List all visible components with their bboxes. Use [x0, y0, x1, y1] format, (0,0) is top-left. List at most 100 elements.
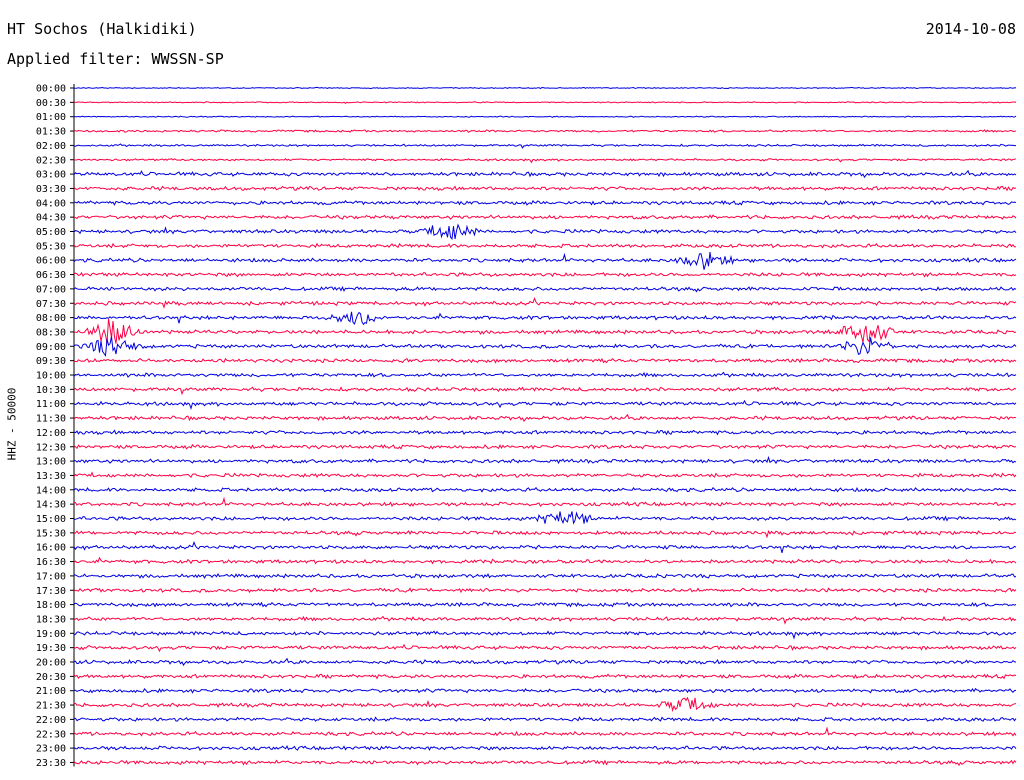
row-tick-label: 01:00 — [36, 112, 66, 123]
trace-row — [73, 541, 1017, 554]
trace-row — [73, 726, 1017, 737]
trace-row — [73, 471, 1017, 478]
trace-row — [73, 185, 1017, 192]
trace-row — [73, 643, 1017, 653]
trace-row — [74, 687, 1017, 694]
row-tick-label: 14:30 — [36, 500, 66, 511]
trace-row — [73, 573, 1017, 579]
trace-row — [73, 311, 1017, 326]
row-tick-label: 13:30 — [36, 471, 66, 482]
row-tick-label: 09:30 — [36, 356, 66, 367]
row-tick-label: 07:30 — [36, 299, 66, 310]
row-tick-label: 08:30 — [36, 327, 66, 338]
station-title: HT Sochos (Halkidiki) — [7, 20, 197, 38]
trace-row — [73, 455, 1017, 465]
row-tick-label: 15:30 — [36, 528, 66, 539]
trace-row — [73, 319, 1017, 344]
row-tick-label: 10:30 — [36, 385, 66, 396]
row-tick-label: 08:00 — [36, 313, 66, 324]
row-tick-label: 15:00 — [36, 514, 66, 525]
row-tick-label: 02:00 — [36, 141, 66, 152]
trace-row — [73, 696, 1017, 713]
row-tick-label: 22:30 — [36, 729, 66, 740]
trace-row — [73, 443, 1017, 450]
row-tick-label: 11:30 — [36, 414, 66, 425]
row-tick-label: 12:00 — [36, 428, 66, 439]
trace-row — [73, 252, 1017, 270]
row-tick-label: 03:30 — [36, 184, 66, 195]
trace-row — [73, 511, 1017, 525]
trace-row — [73, 630, 1017, 640]
trace-row — [73, 297, 1017, 309]
row-tick-label: 22:00 — [36, 715, 66, 726]
trace-row — [73, 129, 1017, 133]
row-tick-label: 23:00 — [36, 744, 66, 755]
row-tick-label: 06:30 — [36, 270, 66, 281]
trace-row — [73, 143, 1016, 149]
trace-row — [73, 336, 1017, 357]
row-tick-label: 00:00 — [36, 84, 66, 95]
trace-row — [73, 271, 1017, 278]
filter-label: Applied filter: WWSSN-SP — [7, 50, 224, 68]
trace-row — [73, 399, 1017, 411]
trace-row — [73, 529, 1017, 539]
row-tick-label: 14:00 — [36, 485, 66, 496]
trace-row — [73, 759, 1017, 767]
row-tick-label: 11:00 — [36, 399, 66, 410]
trace-row — [73, 169, 1017, 179]
trace-row — [73, 223, 1017, 240]
trace-row — [73, 157, 1017, 164]
trace-row — [73, 486, 1017, 493]
row-tick-label: 18:30 — [36, 614, 66, 625]
row-tick-label: 13:00 — [36, 457, 66, 468]
trace-row — [73, 429, 1017, 436]
row-tick-label: 17:30 — [36, 586, 66, 597]
trace-row — [73, 657, 1017, 667]
row-tick-label: 21:30 — [36, 701, 66, 712]
trace-row — [73, 673, 1017, 680]
row-tick-label: 00:30 — [36, 98, 66, 109]
row-tick-label: 20:30 — [36, 672, 66, 683]
row-tick-label: 10:00 — [36, 371, 66, 382]
row-tick-label: 19:00 — [36, 629, 66, 640]
trace-row — [73, 716, 1017, 722]
row-tick-label: 05:30 — [36, 241, 66, 252]
trace-row — [73, 200, 1017, 206]
trace-row — [73, 371, 1017, 378]
row-tick-label: 12:30 — [36, 442, 66, 453]
row-tick-label: 16:00 — [36, 543, 66, 554]
row-tick-label: 20:00 — [36, 658, 66, 669]
trace-row — [73, 386, 1017, 396]
row-tick-label: 04:30 — [36, 213, 66, 224]
row-tick-label: 05:00 — [36, 227, 66, 238]
trace-row — [73, 285, 1017, 293]
row-tick-label: 09:00 — [36, 342, 66, 353]
row-tick-label: 03:00 — [36, 170, 66, 181]
row-tick-label: 18:00 — [36, 600, 66, 611]
trace-row — [73, 413, 1017, 423]
trace-row — [73, 115, 1017, 118]
trace-row — [73, 86, 1017, 90]
row-tick-label: 02:30 — [36, 155, 66, 166]
row-tick-label: 19:30 — [36, 643, 66, 654]
trace-row — [73, 101, 1017, 105]
row-tick-label: 17:00 — [36, 571, 66, 582]
trace-row — [73, 587, 1017, 594]
row-tick-label: 07:00 — [36, 284, 66, 295]
trace-row — [73, 357, 1017, 364]
trace-row — [73, 214, 1017, 221]
date-label: 2014-10-08 — [925, 20, 1016, 38]
trace-row — [73, 601, 1017, 608]
row-tick-label: 16:30 — [36, 557, 66, 568]
trace-row — [73, 242, 1017, 249]
row-tick-label: 04:00 — [36, 198, 66, 209]
row-tick-label: 06:00 — [36, 256, 66, 267]
row-tick-label: 01:30 — [36, 127, 66, 138]
row-tick-label: 21:00 — [36, 686, 66, 697]
trace-row — [73, 496, 1017, 508]
row-tick-label: 23:30 — [36, 758, 66, 769]
trace-row — [73, 556, 1017, 565]
trace-row — [73, 615, 1017, 625]
trace-row — [73, 744, 1017, 751]
